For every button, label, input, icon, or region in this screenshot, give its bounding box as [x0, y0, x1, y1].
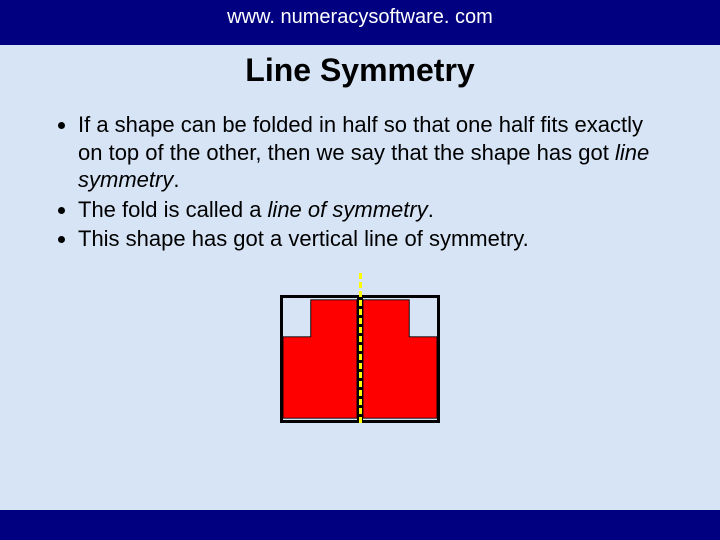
footer-bar — [0, 510, 720, 540]
bullet-item: The fold is called a line of symmetry. — [78, 196, 672, 224]
bullet-text-post: . — [428, 197, 434, 222]
bullet-text-post: . — [173, 167, 179, 192]
shape-right-path — [363, 299, 437, 417]
bullet-text-pre: The fold is called a — [78, 197, 268, 222]
shape-right-half — [360, 295, 440, 423]
shape-left-half — [280, 295, 360, 423]
bullet-list: If a shape can be folded in half so that… — [60, 111, 672, 253]
symmetry-figure — [275, 273, 445, 423]
slide: www. numeracysoftware. com Line Symmetry… — [0, 0, 720, 540]
page-title: Line Symmetry — [0, 52, 720, 89]
header-url: www. numeracysoftware. com — [227, 6, 493, 28]
bullet-item: This shape has got a vertical line of sy… — [78, 225, 672, 253]
bullet-text-pre: If a shape can be folded in half so that… — [78, 112, 643, 165]
bullet-item: If a shape can be folded in half so that… — [78, 111, 672, 194]
bullet-text-pre: This shape has got a vertical line of sy… — [78, 226, 529, 251]
line-of-symmetry — [359, 273, 362, 423]
content-area: Line Symmetry If a shape can be folded i… — [0, 34, 720, 510]
bullet-text-em: line of symmetry — [268, 197, 428, 222]
shape-left-path — [283, 299, 357, 417]
